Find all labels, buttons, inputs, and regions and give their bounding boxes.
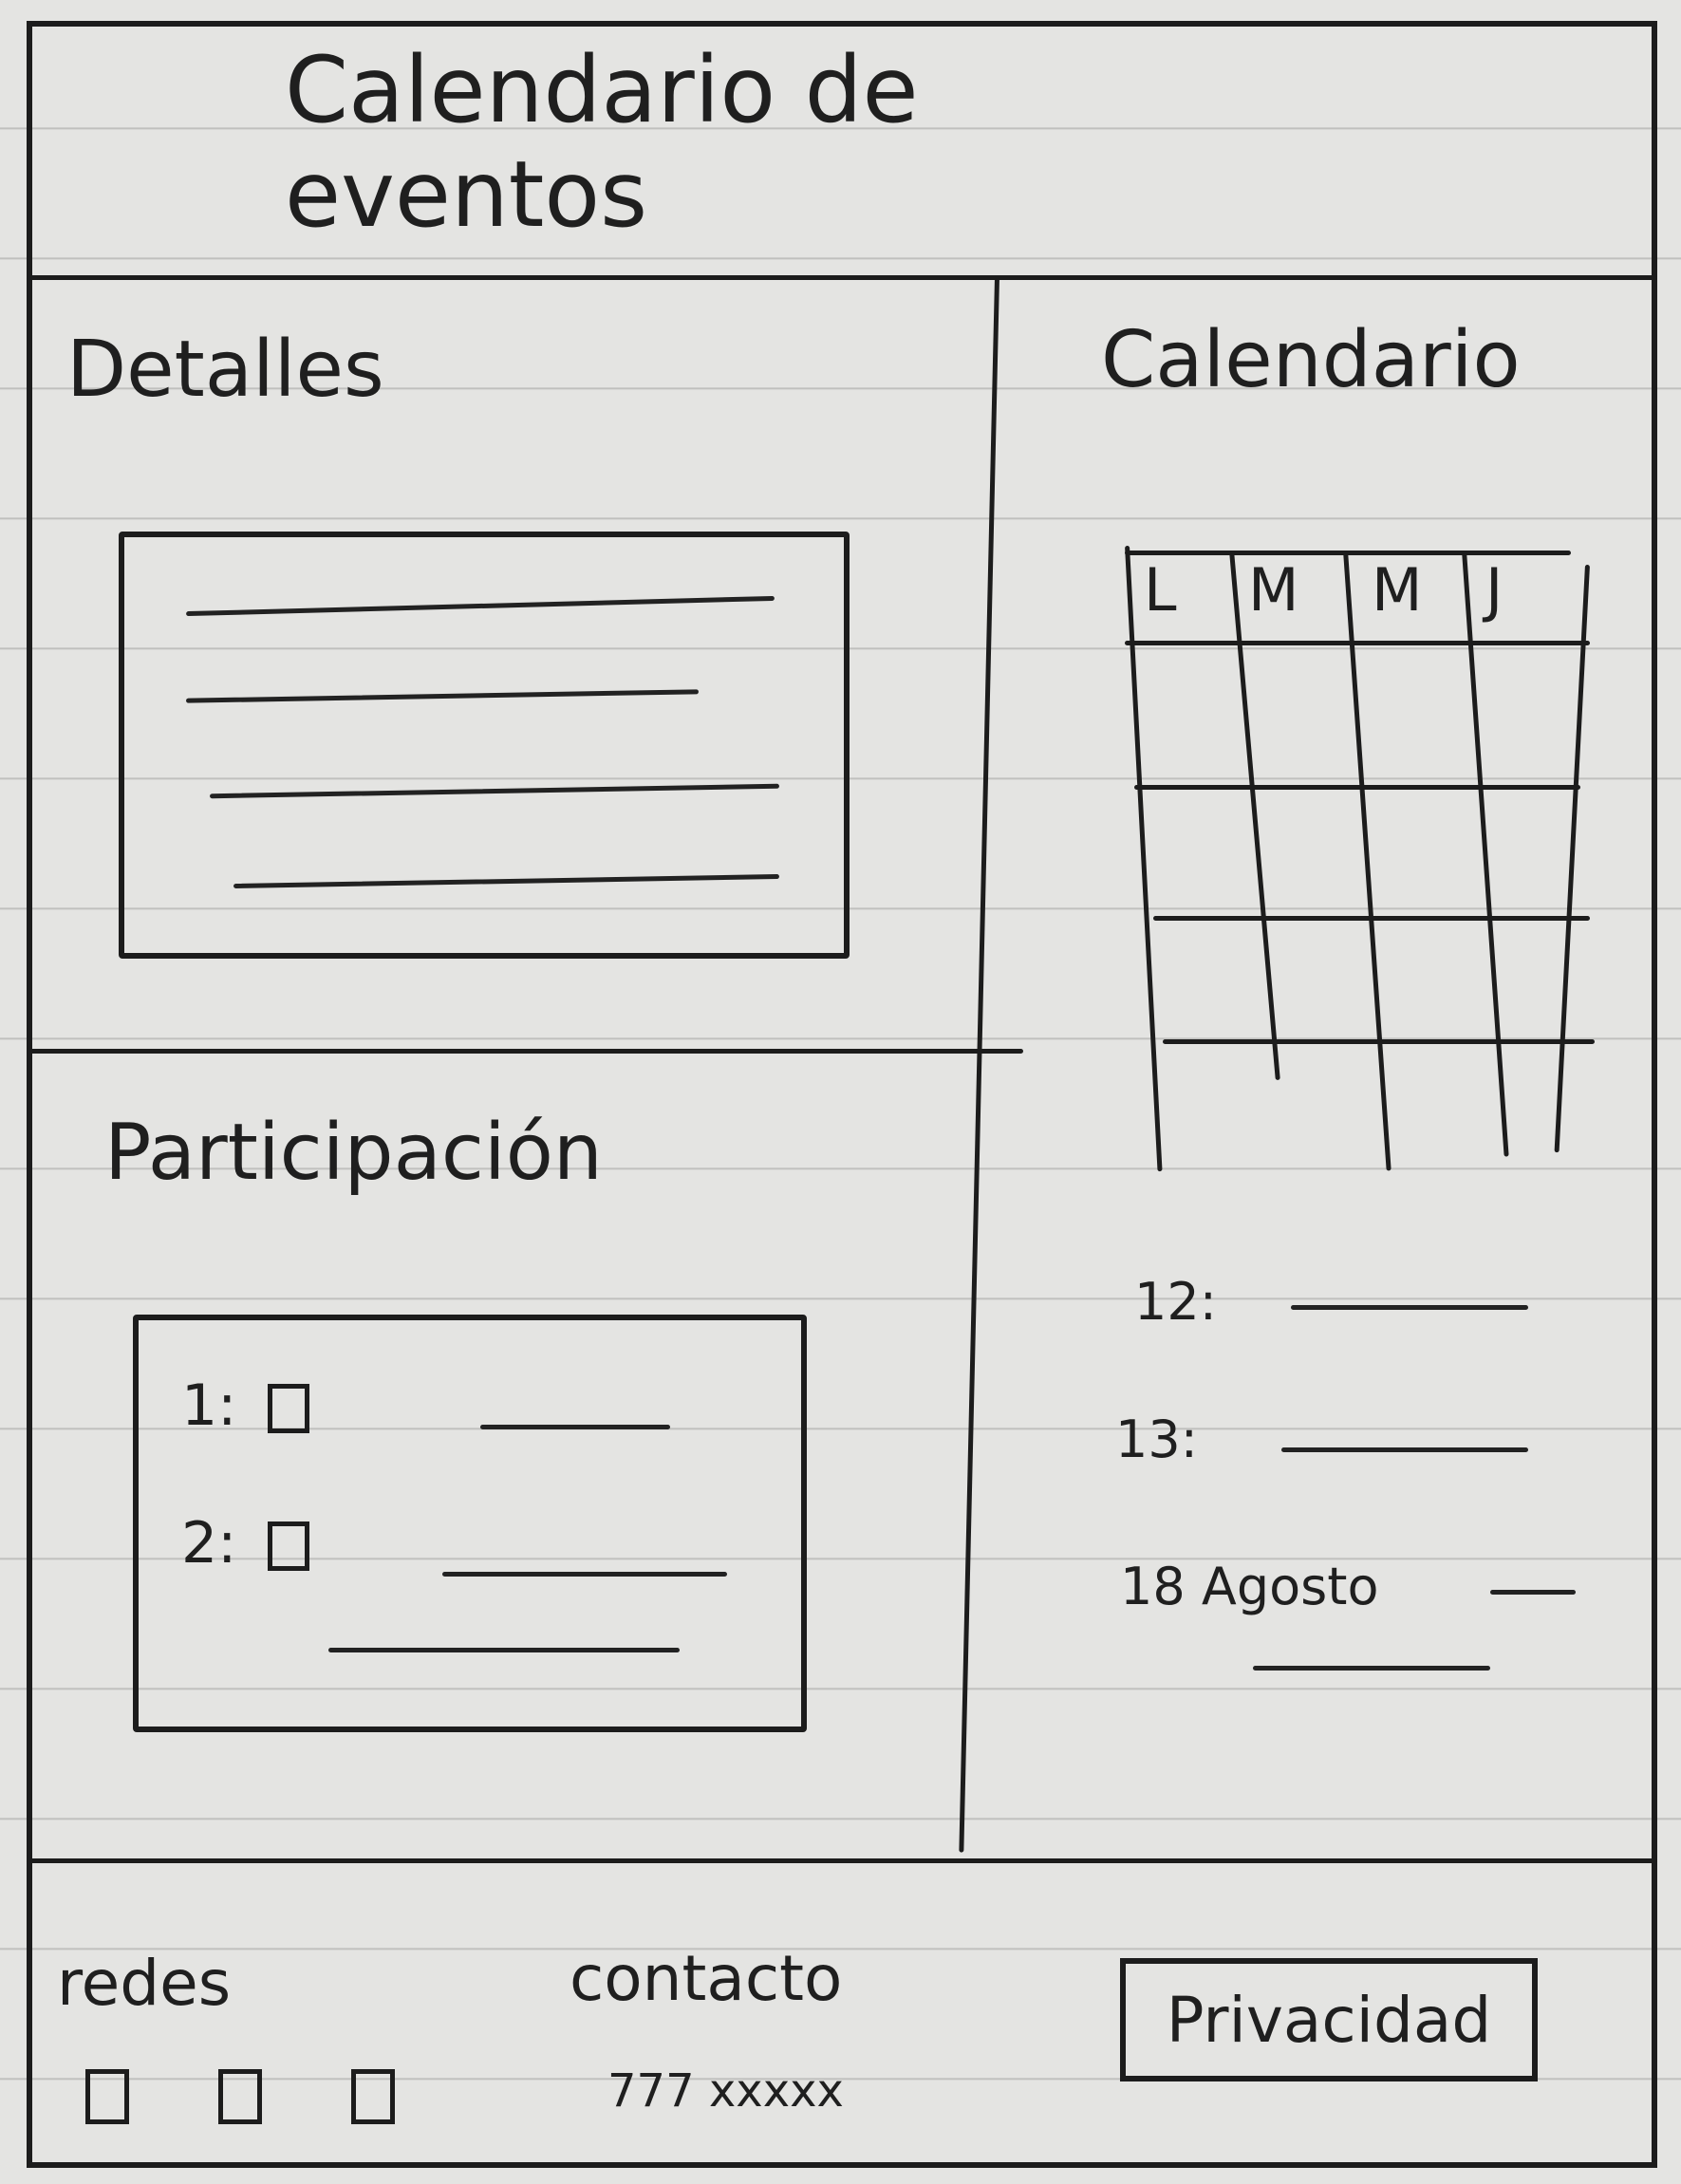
social-icon-2[interactable] [218, 2069, 262, 2124]
privacy-button[interactable]: Privacidad [1120, 1958, 1538, 2081]
page-frame [27, 21, 1657, 2168]
participation-option-2[interactable]: 2: [181, 1510, 323, 1577]
option-text-line [328, 1648, 680, 1652]
event-item[interactable]: 12: [1134, 1272, 1217, 1333]
option-text-line [442, 1572, 727, 1577]
event-date: 12: [1134, 1272, 1217, 1332]
details-text-line [186, 595, 775, 617]
page-title: Calendario de eventos [285, 37, 919, 248]
calendar-weekday-row: L M M J [1125, 546, 1599, 636]
participation-option-1[interactable]: 1: [181, 1372, 323, 1439]
participation-checkbox-1[interactable] [268, 1384, 310, 1434]
option-number: 2: [181, 1510, 237, 1577]
header-divider [27, 275, 1657, 280]
event-item[interactable]: 13: [1115, 1409, 1198, 1470]
event-date: 18 Agosto [1120, 1557, 1379, 1616]
option-text-line [480, 1425, 670, 1429]
contact-phone[interactable]: 777 xxxxx [607, 2064, 844, 2118]
option-number: 1: [181, 1372, 237, 1439]
calendar-grid-line [1125, 545, 1163, 1172]
footer-divider [27, 1858, 1657, 1863]
participation-form: 1: 2: [133, 1315, 807, 1732]
details-text-line [233, 873, 779, 889]
details-card [119, 532, 850, 959]
calendar-grid-line [1125, 641, 1590, 645]
contact-label: contacto [570, 1942, 843, 2015]
details-text-line [185, 689, 700, 703]
weekday-label: J [1485, 555, 1504, 625]
social-icon-3[interactable] [351, 2069, 395, 2124]
participation-checkbox-2[interactable] [268, 1521, 310, 1572]
calendar-grid[interactable]: L M M J [1125, 545, 1599, 1172]
event-text-line [1291, 1305, 1528, 1310]
details-heading: Detalles [66, 325, 384, 415]
details-text-line [210, 783, 779, 799]
event-text-line [1490, 1590, 1576, 1595]
details-divider [27, 1049, 1023, 1054]
social-icon-1[interactable] [85, 2069, 129, 2124]
weekday-label: M [1372, 555, 1423, 625]
event-text-line [1253, 1666, 1490, 1671]
weekday-label: M [1248, 555, 1299, 625]
calendar-grid-line [1134, 785, 1580, 790]
event-date: 13: [1115, 1409, 1198, 1469]
event-item[interactable]: 18 Agosto [1120, 1557, 1378, 1617]
calendar-grid-line [1554, 564, 1590, 1153]
calendar-heading: Calendario [1101, 315, 1521, 405]
social-label: redes [57, 1947, 232, 2020]
weekday-label: L [1144, 555, 1177, 625]
event-text-line [1281, 1447, 1528, 1452]
participation-heading: Participación [104, 1108, 603, 1198]
